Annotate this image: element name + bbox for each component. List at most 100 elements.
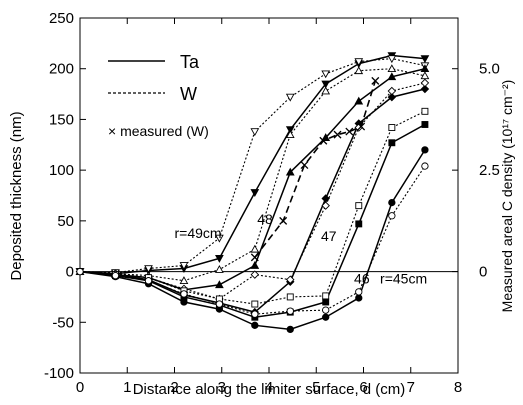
- series-w-r45: [76, 162, 429, 318]
- x-tick-label: 0: [76, 379, 84, 396]
- data-point-w-r47: [387, 86, 397, 96]
- series-line-ta-r46: [79, 123, 426, 318]
- data-point-w-r45: [76, 267, 84, 276]
- data-point-w-r48: [321, 86, 331, 95]
- data-point-measured-w: [250, 253, 259, 262]
- data-point-w-r48: [215, 265, 224, 273]
- annotation-label: r=45cm: [380, 271, 427, 287]
- data-point-w-r45: [111, 271, 120, 280]
- data-point-ta-r45: [286, 325, 294, 334]
- data-point-measured-w: [333, 130, 342, 139]
- data-point-w-r49: [321, 70, 331, 79]
- data-point-w-r48: [387, 64, 397, 73]
- data-point-ta-r48: [215, 280, 224, 289]
- data-point-w-r45: [215, 300, 224, 308]
- data-point-w-r48: [250, 244, 260, 253]
- series-line-measured-w: [254, 80, 377, 258]
- annotation-label: 48: [257, 211, 273, 227]
- x-tick-label: 7: [407, 379, 415, 396]
- data-point-ta-r47: [420, 84, 430, 94]
- data-point-w-r49: [285, 93, 295, 102]
- data-point-ta-r45: [251, 321, 259, 329]
- data-point-w-r46: [388, 124, 396, 131]
- series-line-ta-r49: [79, 54, 425, 275]
- legend-label-w: W: [180, 84, 197, 104]
- data-point-w-r45: [144, 277, 153, 285]
- series-ta-r46: [76, 121, 429, 321]
- data-point-measured-w: [279, 216, 288, 225]
- data-point-measured-w: [319, 136, 328, 145]
- data-point-w-r46: [421, 107, 429, 115]
- annotation-label: 46: [354, 271, 370, 287]
- data-point-w-r46: [355, 202, 363, 210]
- data-point-measured-w: [345, 127, 354, 136]
- y-tick-label: 0: [66, 264, 74, 281]
- data-point-ta-r46: [421, 121, 429, 128]
- data-point-w-r49: [144, 265, 153, 274]
- data-point-w-r48: [179, 276, 189, 285]
- data-point-w-r45: [180, 290, 188, 298]
- data-point-w-r46: [286, 293, 294, 301]
- data-point-w-r47: [250, 270, 260, 279]
- data-point-w-r48: [285, 130, 295, 138]
- y2-tick-label: 2.5: [479, 162, 500, 179]
- annotation-label: 47: [321, 228, 337, 244]
- data-point-w-r45: [388, 212, 396, 220]
- y-axis-label: Deposited thickness (nm): [8, 111, 25, 280]
- data-point-w-r45: [286, 307, 294, 315]
- y2-axis-ticks: 0 2.5 5.0: [452, 61, 500, 281]
- data-point-ta-r45: [421, 146, 429, 154]
- series-line-w-r46: [79, 110, 426, 305]
- series-line-w-r48: [79, 68, 426, 282]
- data-point-ta-r46: [322, 298, 330, 306]
- y-tick-label: 200: [49, 61, 74, 78]
- series-layer: [75, 52, 430, 334]
- data-point-w-r46: [251, 300, 259, 308]
- data-point-ta-r49: [321, 80, 331, 89]
- data-point-ta-r45: [355, 294, 363, 302]
- data-point-w-r46: [322, 292, 330, 300]
- x-tick-label: 1: [123, 379, 131, 396]
- y-tick-label: 150: [49, 111, 74, 128]
- data-point-ta-r45: [322, 313, 330, 321]
- series-ta-r48: [75, 64, 430, 294]
- data-point-ta-r49: [215, 255, 224, 263]
- data-point-ta-r49: [250, 189, 260, 197]
- data-point-w-r47: [321, 201, 330, 210]
- data-point-w-r49: [387, 55, 397, 64]
- data-point-measured-w: [300, 161, 309, 170]
- x-tick-label: 2: [170, 379, 178, 396]
- data-point-w-r48: [354, 66, 364, 75]
- x-axis-ticks: 0 1 2 3 4 5 6 7 8: [76, 18, 462, 396]
- data-point-ta-r45: [180, 298, 188, 306]
- data-point-ta-r46: [388, 139, 396, 147]
- data-point-w-r47: [420, 78, 430, 88]
- data-point-ta-r45: [388, 198, 396, 207]
- data-point-w-r45: [251, 310, 259, 318]
- y2-axis-label: Measured areal C density (10¹⁷ cm⁻²): [499, 80, 515, 313]
- y-tick-label: 100: [49, 162, 74, 179]
- data-point-w-r45: [355, 288, 363, 296]
- x-tick-label: 4: [265, 379, 273, 396]
- series-ta-r47: [75, 84, 430, 317]
- y-tick-label: 50: [57, 213, 74, 230]
- y-tick-label: 250: [49, 10, 74, 27]
- legend-label-ta: Ta: [180, 52, 200, 72]
- data-point-ta-r48: [387, 72, 397, 81]
- data-point-measured-w: [357, 122, 366, 131]
- data-point-w-r49: [215, 234, 224, 243]
- legend: Ta W × measured (W): [108, 52, 209, 139]
- x-tick-label: 6: [359, 379, 367, 396]
- y2-tick-label: 0: [479, 264, 487, 281]
- data-point-measured-w: [371, 76, 380, 85]
- data-point-w-r49: [179, 262, 189, 271]
- x-axis-label: Distance along the limiter surface, d (c…: [133, 381, 406, 398]
- y-axis-ticks: -100 -50 0 50 100 150 200 250: [44, 10, 86, 382]
- x-tick-label: 8: [454, 379, 462, 396]
- data-point-ta-r48: [285, 167, 295, 176]
- data-point-ta-r48: [250, 260, 260, 269]
- data-point-ta-r49: [420, 55, 430, 64]
- data-point-ta-r46: [355, 220, 363, 228]
- y-tick-label: -100: [44, 365, 74, 382]
- y-tick-label: -50: [52, 314, 74, 331]
